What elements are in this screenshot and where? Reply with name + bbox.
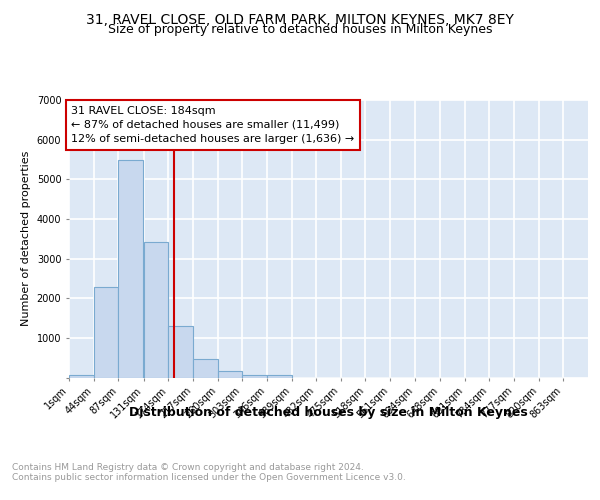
Bar	[168, 326, 193, 378]
Text: Size of property relative to detached houses in Milton Keynes: Size of property relative to detached ho…	[108, 24, 492, 36]
Text: 31, RAVEL CLOSE, OLD FARM PARK, MILTON KEYNES, MK7 8EY: 31, RAVEL CLOSE, OLD FARM PARK, MILTON K…	[86, 12, 514, 26]
Bar	[143, 242, 168, 378]
Y-axis label: Number of detached properties: Number of detached properties	[21, 151, 31, 326]
Bar	[118, 160, 143, 378]
Bar	[267, 374, 292, 378]
Text: Distribution of detached houses by size in Milton Keynes: Distribution of detached houses by size …	[130, 406, 528, 419]
Text: Contains HM Land Registry data © Crown copyright and database right 2024.
Contai: Contains HM Land Registry data © Crown c…	[12, 462, 406, 482]
Bar	[69, 374, 94, 378]
Bar	[94, 287, 118, 378]
Bar	[218, 371, 242, 378]
Bar	[242, 374, 267, 378]
Text: 31 RAVEL CLOSE: 184sqm
← 87% of detached houses are smaller (11,499)
12% of semi: 31 RAVEL CLOSE: 184sqm ← 87% of detached…	[71, 106, 355, 144]
Bar	[193, 360, 218, 378]
